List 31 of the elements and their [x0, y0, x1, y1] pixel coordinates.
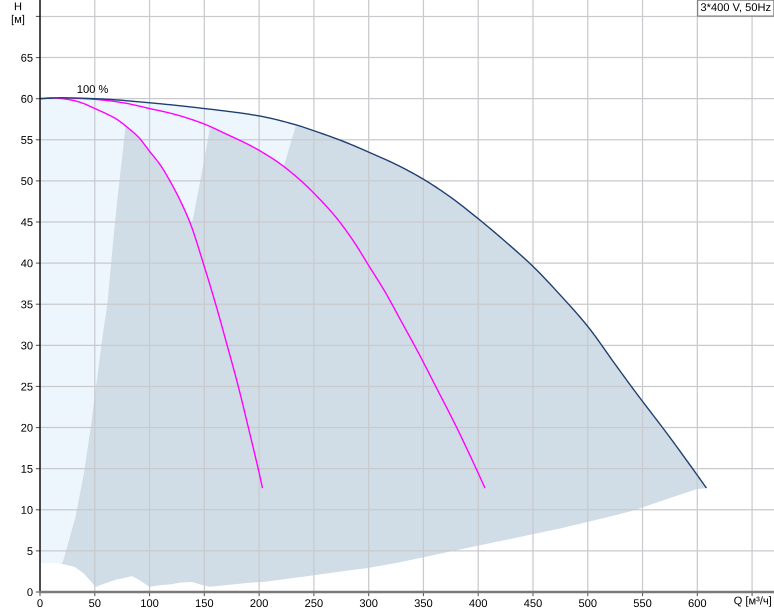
y-tick-label: 35	[21, 300, 33, 308]
y-tick-label: 0	[27, 588, 33, 596]
y-tick-label: 30	[21, 342, 33, 350]
y-tick-label: 20	[21, 424, 33, 432]
y-tick-label: 25	[21, 382, 33, 391]
x-tick-label: 50	[89, 599, 101, 608]
x-tick-label: 600	[688, 599, 706, 608]
x-tick-label: 450	[524, 599, 542, 608]
x-tick-label: 150	[196, 599, 214, 608]
y-tick-label: 55	[21, 136, 33, 144]
x-tick-label: 350	[414, 599, 432, 608]
x-tick-label: 0	[37, 599, 43, 608]
y-tick-label: 45	[20, 218, 33, 226]
y-tick-label: 10	[22, 506, 33, 514]
x-tick-label: 100	[141, 599, 158, 608]
x-tick-label: 550	[634, 599, 652, 608]
y-tick-label: 5	[27, 547, 33, 556]
y-tick-label: 60	[21, 94, 33, 103]
x-tick-label: 300	[360, 599, 378, 608]
x-tick-label: 500	[578, 599, 597, 608]
annotation: 3*400 V, 50Hz	[700, 3, 771, 12]
y-axis-title: H [м]	[12, 2, 24, 26]
annotation: 100 %	[78, 85, 108, 93]
y-tick-label: 15	[22, 465, 33, 473]
x-tick-label: 400	[469, 599, 488, 608]
x-tick-label: 250	[305, 599, 323, 608]
x-tick-label: 200	[250, 599, 268, 608]
y-tick-label: 50	[21, 177, 33, 186]
y-tick-label: 65	[21, 54, 33, 62]
y-tick-label: 40	[20, 259, 33, 268]
x-axis-title: Q [м³/ч]	[734, 596, 772, 607]
